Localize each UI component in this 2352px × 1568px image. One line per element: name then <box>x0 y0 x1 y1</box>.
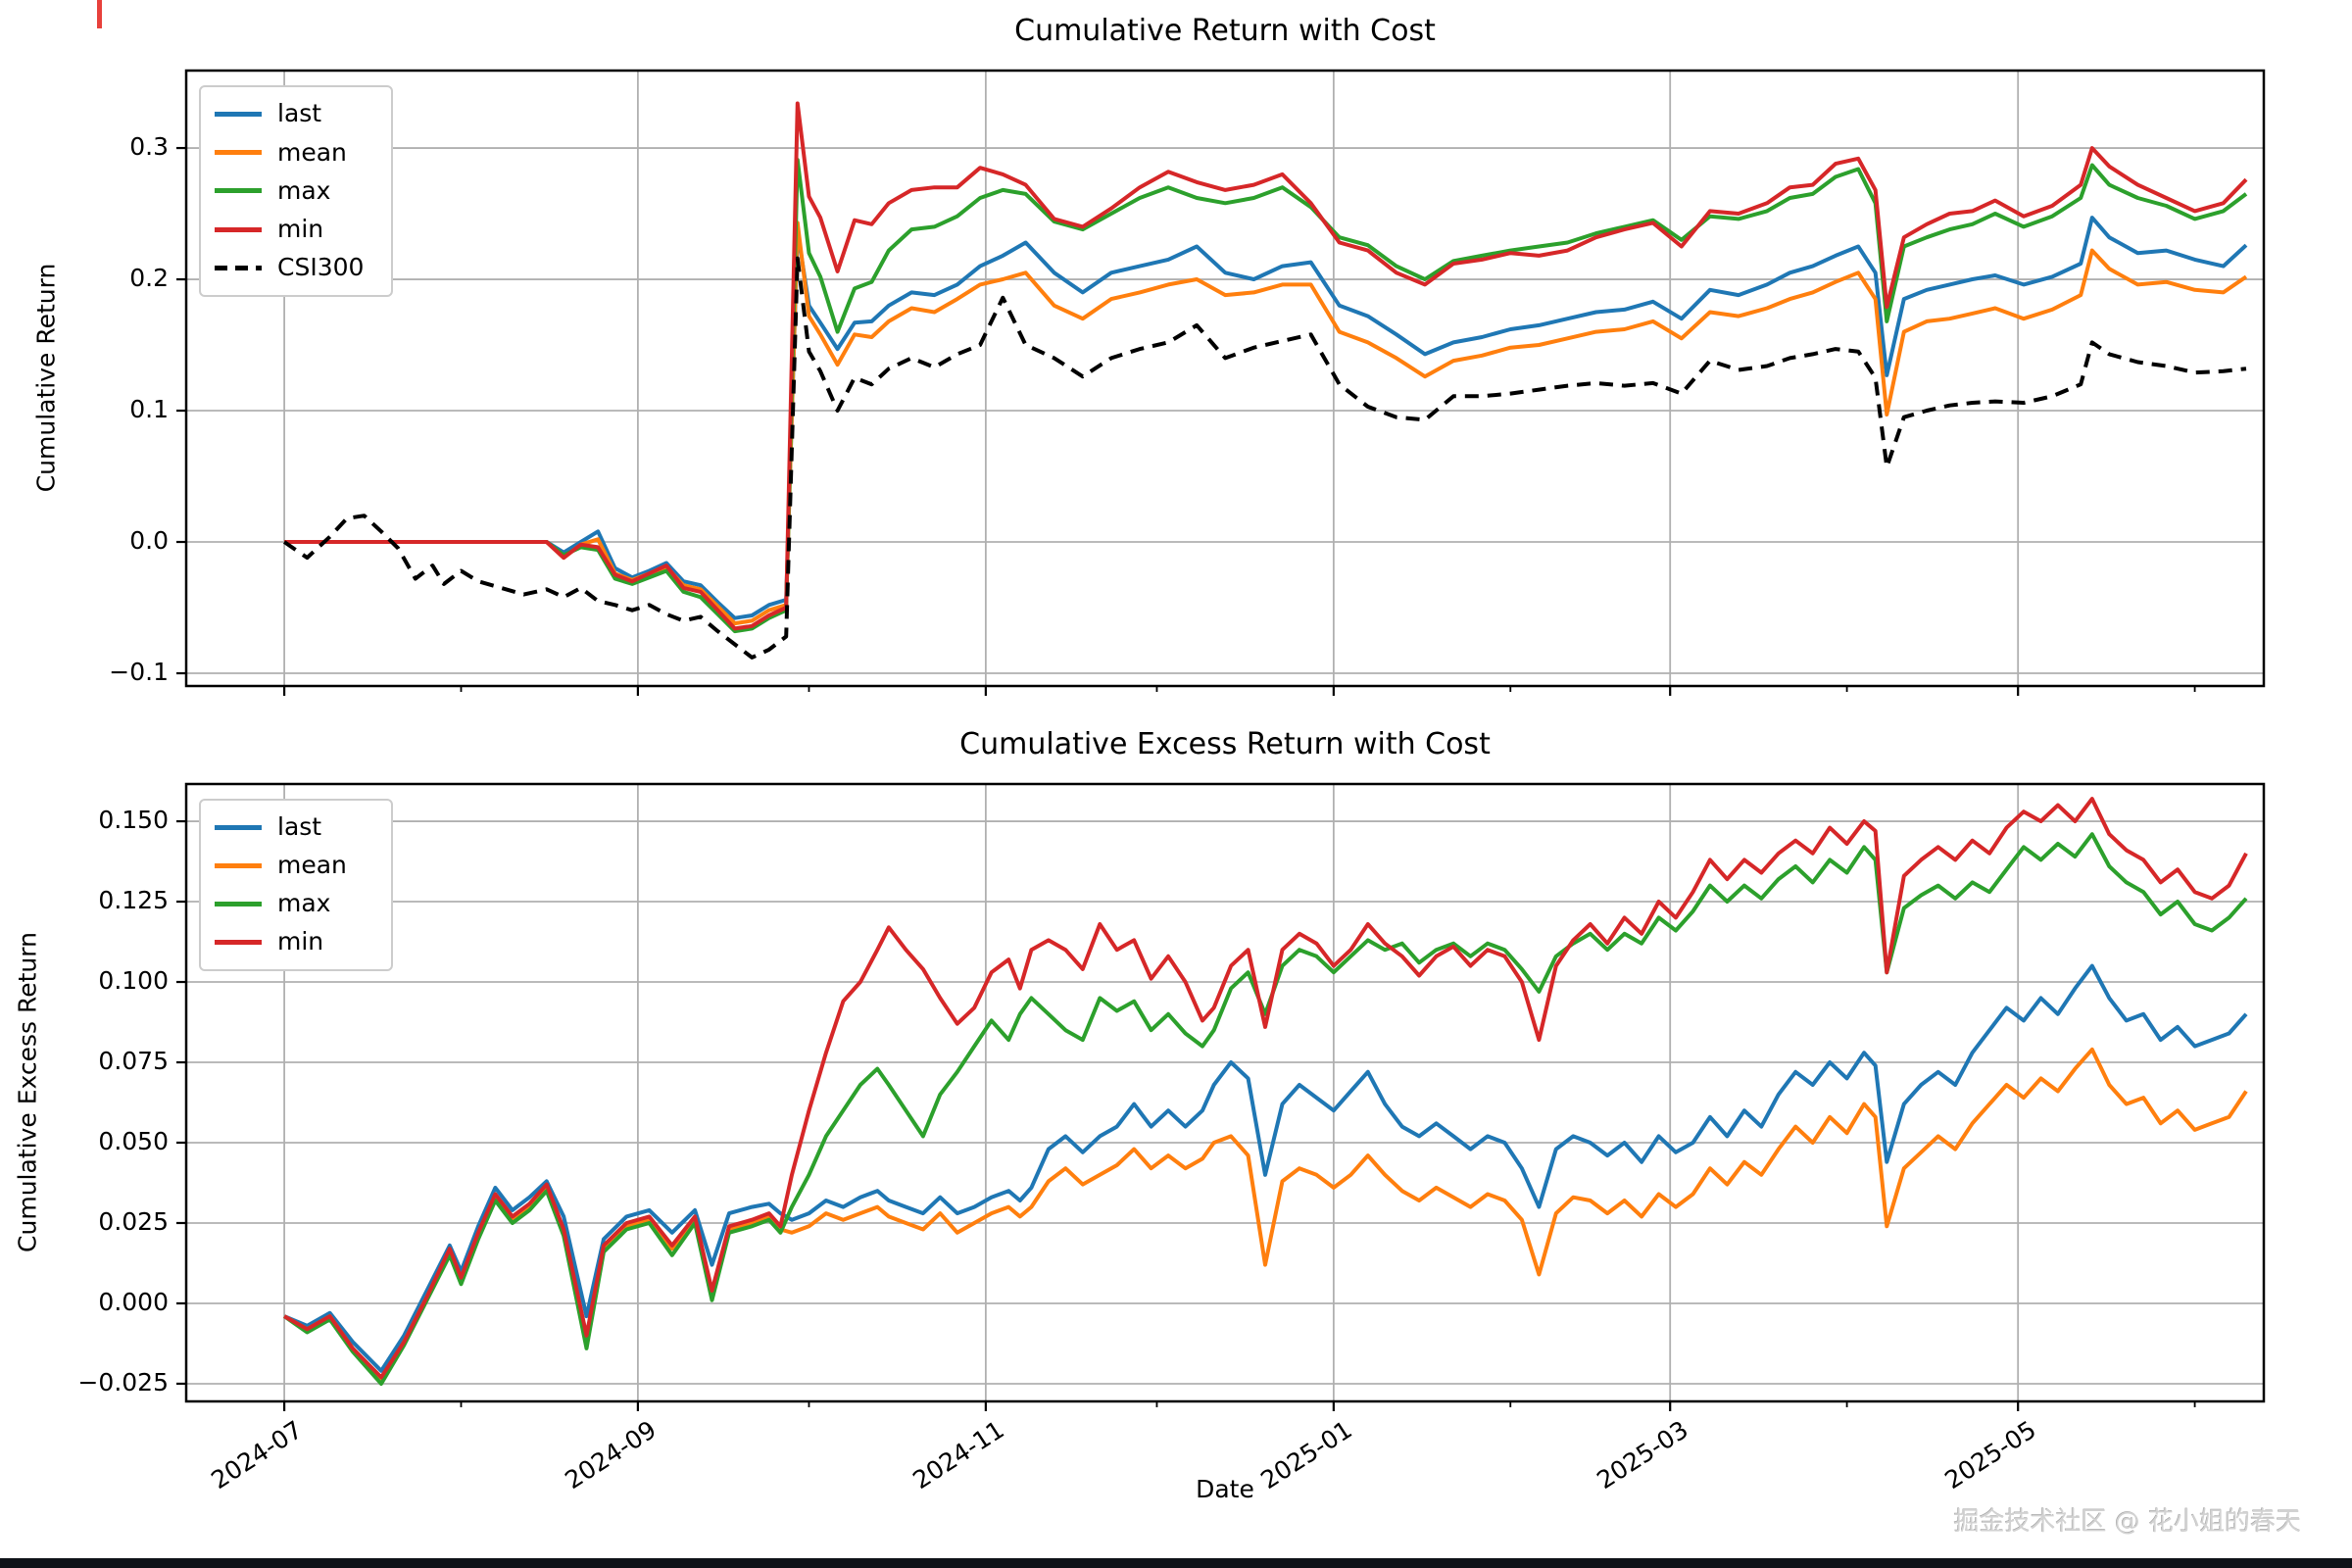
legend-item-max: max <box>215 173 377 209</box>
series-line-last <box>284 216 2248 620</box>
legend-label: last <box>277 812 322 842</box>
cumulative-excess-return-plot-area <box>176 782 2266 1411</box>
series-line-mean <box>283 1047 2248 1383</box>
y-tick-label: 0.125 <box>98 886 169 915</box>
legend-line-sample-mean <box>215 150 262 156</box>
legend-label: max <box>277 889 331 918</box>
y-tick-label: −0.025 <box>77 1367 169 1396</box>
legend-label: CSI300 <box>277 253 365 282</box>
axes-frame <box>184 69 2266 688</box>
legend-item-mean: mean <box>215 135 377 171</box>
legend-label: mean <box>277 137 347 167</box>
series-line-CSI300 <box>282 256 2247 660</box>
y-tick-label: 0.150 <box>98 806 169 835</box>
legend-item-min: min <box>215 212 377 247</box>
watermark: 掘金技术社区 @ 花小姐的春天 <box>1953 1507 2301 1537</box>
y-tick-label: 0.2 <box>129 264 169 293</box>
y-tick-label: 0.000 <box>98 1287 169 1316</box>
screen-edge-artifact <box>97 0 102 28</box>
y-tick-label: 0.025 <box>98 1206 169 1236</box>
legend-item-last: last <box>215 809 377 845</box>
y-tick-label: 0.3 <box>129 132 169 162</box>
legend-line-sample-min <box>215 226 262 232</box>
legend-line-sample-last <box>215 112 262 118</box>
legend-line-sample-max <box>215 902 262 906</box>
legend-label: min <box>277 215 324 244</box>
y-tick-label: 0.050 <box>98 1126 169 1155</box>
legend-label: mean <box>277 851 347 880</box>
cumulative-return-plot-area <box>176 69 2266 696</box>
top-legend: last mean max min CSI300 <box>199 85 393 297</box>
y-tick-label: 0.1 <box>129 395 169 424</box>
legend-label: min <box>277 927 324 956</box>
legend-item-min: min <box>215 924 377 959</box>
legend-item-CSI300: CSI300 <box>215 250 377 285</box>
legend-item-mean: mean <box>215 848 377 883</box>
series-line-min <box>283 797 2248 1380</box>
bottom-edge-strip <box>0 1558 2352 1568</box>
bottom-chart-title: Cumulative Excess Return with Cost <box>959 727 1491 761</box>
series-line-min <box>284 101 2248 631</box>
legend-line-sample-min <box>215 940 262 945</box>
top-chart-title: Cumulative Return with Cost <box>1014 14 1436 48</box>
series-line-max <box>282 832 2248 1386</box>
bottom-legend: last mean max min <box>199 799 393 971</box>
legend-line-sample-last <box>215 825 262 830</box>
legend-line-sample-CSI300 <box>215 265 262 270</box>
legend-line-sample-max <box>215 188 262 194</box>
legend-label: last <box>277 99 322 128</box>
series-line-last <box>283 963 2248 1373</box>
legend-item-max: max <box>215 886 377 921</box>
legend-label: max <box>277 175 331 205</box>
y-tick-label: 0.075 <box>98 1047 169 1075</box>
legend-line-sample-mean <box>215 863 262 868</box>
y-tick-label: −0.1 <box>109 658 169 686</box>
legend-item-last: last <box>215 96 377 131</box>
x-axis-label: Date <box>1196 1475 1254 1503</box>
axes-frame <box>184 782 2266 1403</box>
y-tick-label: 0.100 <box>98 966 169 996</box>
y-tick-label: 0.0 <box>129 526 169 555</box>
bottom-y-axis-label: Cumulative Excess Return <box>13 932 42 1252</box>
series-line-max <box>284 158 2248 634</box>
